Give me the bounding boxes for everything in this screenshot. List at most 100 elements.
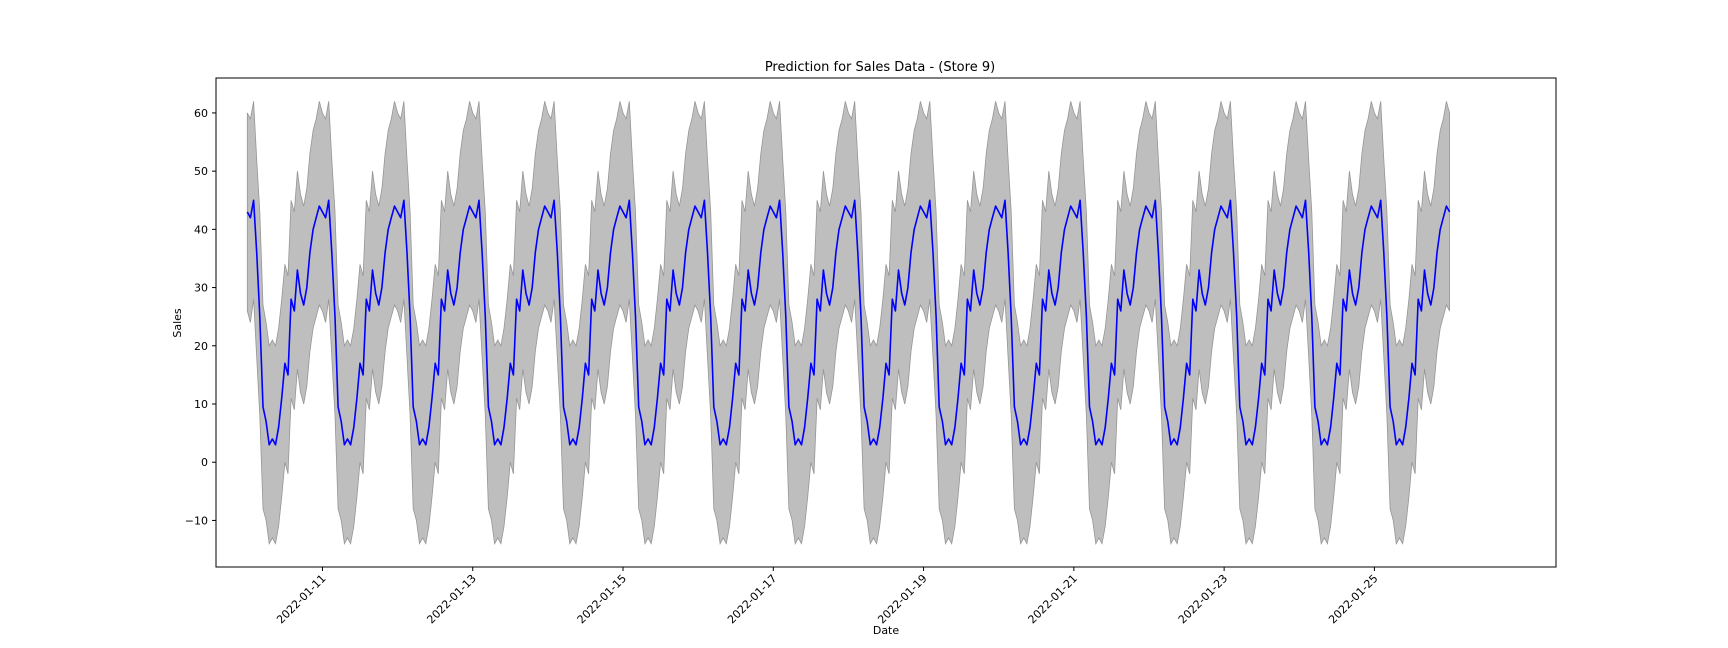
prediction-point xyxy=(1273,269,1275,271)
prediction-point xyxy=(798,438,800,440)
prediction-point xyxy=(957,397,959,399)
prediction-point xyxy=(344,444,346,446)
prediction-point xyxy=(603,304,605,306)
prediction-point xyxy=(284,363,286,365)
prediction-point xyxy=(1183,397,1185,399)
prediction-point xyxy=(513,374,515,376)
prediction-point xyxy=(566,421,568,423)
prediction-point xyxy=(735,363,737,365)
prediction-point xyxy=(315,217,317,219)
prediction-point xyxy=(769,205,771,207)
prediction-point xyxy=(1007,252,1009,254)
prediction-point xyxy=(1295,205,1297,207)
prediction-point xyxy=(1189,374,1191,376)
prediction-point xyxy=(247,211,249,213)
y-tick-label: 20 xyxy=(194,340,208,353)
prediction-point xyxy=(813,374,815,376)
prediction-point xyxy=(1020,444,1022,446)
prediction-point xyxy=(1151,217,1153,219)
prediction-point xyxy=(832,287,834,289)
prediction-point xyxy=(773,211,775,213)
prediction-point xyxy=(541,217,543,219)
prediction-point xyxy=(1236,316,1238,318)
prediction-point xyxy=(531,287,533,289)
prediction-point xyxy=(588,374,590,376)
prediction-point xyxy=(938,406,940,408)
prediction-point xyxy=(901,293,903,295)
prediction-point xyxy=(1277,293,1279,295)
prediction-point xyxy=(622,211,624,213)
prediction-point xyxy=(882,397,884,399)
prediction-point xyxy=(419,444,421,446)
prediction-point xyxy=(857,252,859,254)
prediction-point xyxy=(412,406,414,408)
prediction-point xyxy=(1098,438,1100,440)
prediction-point xyxy=(1427,293,1429,295)
prediction-point xyxy=(829,304,831,306)
prediction-point xyxy=(1120,310,1122,312)
prediction-point xyxy=(1048,269,1050,271)
prediction-point xyxy=(1267,298,1269,300)
prediction-point xyxy=(838,229,840,231)
prediction-series-line xyxy=(246,199,1451,446)
prediction-point xyxy=(1180,427,1182,429)
prediction-point xyxy=(1076,217,1078,219)
prediction-point xyxy=(309,252,311,254)
prediction-point xyxy=(297,269,299,271)
prediction-point xyxy=(281,397,283,399)
prediction-point xyxy=(1004,200,1006,202)
prediction-point xyxy=(1155,200,1157,202)
prediction-point xyxy=(660,363,662,365)
prediction-point xyxy=(535,252,537,254)
prediction-point xyxy=(294,310,296,312)
prediction-point xyxy=(913,229,915,231)
prediction-point xyxy=(1227,217,1229,219)
prediction-point xyxy=(948,438,950,440)
prediction-point xyxy=(1258,397,1260,399)
prediction-point xyxy=(1374,211,1376,213)
prediction-point xyxy=(1330,427,1332,429)
prediction-point xyxy=(1299,211,1301,213)
prediction-point xyxy=(782,252,784,254)
prediction-point xyxy=(1317,421,1319,423)
prediction-point xyxy=(560,316,562,318)
prediction-point xyxy=(1345,310,1347,312)
prediction-point xyxy=(1220,205,1222,207)
prediction-point xyxy=(406,252,408,254)
y-tick-label: 50 xyxy=(194,165,208,178)
prediction-point xyxy=(1208,287,1210,289)
prediction-point xyxy=(578,427,580,429)
prediction-point xyxy=(422,438,424,440)
y-tick-label: 30 xyxy=(194,282,208,295)
prediction-point xyxy=(982,287,984,289)
prediction-point xyxy=(322,211,324,213)
prediction-point xyxy=(841,217,843,219)
prediction-point xyxy=(926,217,928,219)
prediction-point xyxy=(669,310,671,312)
prediction-point xyxy=(1402,444,1404,446)
prediction-point xyxy=(1349,269,1351,271)
prediction-point xyxy=(873,438,875,440)
prediction-point xyxy=(547,211,549,213)
prediction-point xyxy=(766,217,768,219)
prediction-point xyxy=(1255,427,1257,429)
x-tick-label: 2022-01-21 xyxy=(1026,572,1080,626)
prediction-point xyxy=(729,427,731,429)
prediction-point xyxy=(647,438,649,440)
prediction-interval-band xyxy=(246,101,1450,545)
prediction-point xyxy=(794,444,796,446)
prediction-point xyxy=(691,217,693,219)
prediction-point xyxy=(488,406,490,408)
prediction-point xyxy=(754,304,756,306)
chart-title: Prediction for Sales Data - (Store 9) xyxy=(765,60,995,75)
prediction-point xyxy=(845,205,847,207)
prediction-point xyxy=(763,229,765,231)
prediction-point xyxy=(356,397,358,399)
prediction-point xyxy=(1217,217,1219,219)
prediction-point xyxy=(585,363,587,365)
prediction-point xyxy=(306,287,308,289)
prediction-point xyxy=(278,427,280,429)
prediction-point xyxy=(710,316,712,318)
prediction-point xyxy=(397,211,399,213)
prediction-point xyxy=(431,397,433,399)
